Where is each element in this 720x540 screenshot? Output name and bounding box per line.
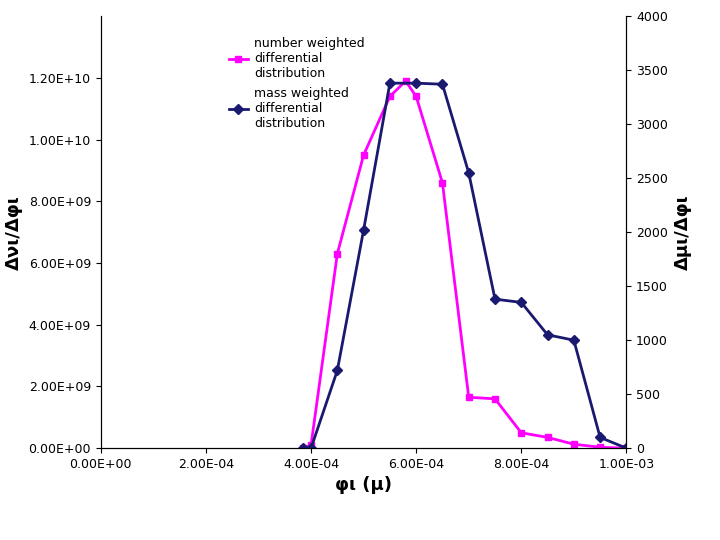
number weighted
differential
distribution [401, 78, 410, 84]
mass weighted
differential
distribution [517, 299, 526, 306]
mass weighted
differential
distribution [412, 80, 420, 86]
number weighted
differential
distribution [595, 444, 604, 450]
Y-axis label: Δνι/Δφι: Δνι/Δφι [5, 195, 23, 269]
mass weighted
differential
distribution [543, 332, 552, 338]
number weighted
differential
distribution [359, 152, 368, 158]
mass weighted
differential
distribution [491, 296, 500, 302]
mass weighted
differential
distribution [333, 367, 341, 374]
Line: number weighted
differential
distribution: number weighted differential distributio… [300, 78, 630, 451]
number weighted
differential
distribution [543, 434, 552, 441]
mass weighted
differential
distribution [570, 337, 578, 343]
number weighted
differential
distribution [438, 180, 446, 186]
X-axis label: φι (μ): φι (μ) [335, 476, 392, 495]
Legend: number weighted
differential
distribution, mass weighted
differential
distributi: number weighted differential distributio… [222, 31, 371, 136]
mass weighted
differential
distribution [299, 445, 307, 451]
mass weighted
differential
distribution [386, 80, 395, 86]
number weighted
differential
distribution [491, 396, 500, 402]
number weighted
differential
distribution [307, 442, 315, 448]
number weighted
differential
distribution [386, 93, 395, 100]
Y-axis label: Δμι/Δφι: Δμι/Δφι [673, 194, 691, 270]
mass weighted
differential
distribution [595, 434, 604, 441]
number weighted
differential
distribution [570, 441, 578, 448]
number weighted
differential
distribution [517, 429, 526, 436]
number weighted
differential
distribution [412, 93, 420, 100]
mass weighted
differential
distribution [307, 445, 315, 451]
number weighted
differential
distribution [622, 445, 631, 451]
number weighted
differential
distribution [299, 445, 307, 451]
number weighted
differential
distribution [333, 251, 341, 257]
mass weighted
differential
distribution [359, 227, 368, 233]
number weighted
differential
distribution [464, 394, 473, 401]
mass weighted
differential
distribution [622, 445, 631, 451]
mass weighted
differential
distribution [438, 81, 446, 87]
Line: mass weighted
differential
distribution: mass weighted differential distribution [300, 80, 630, 451]
mass weighted
differential
distribution [464, 170, 473, 176]
